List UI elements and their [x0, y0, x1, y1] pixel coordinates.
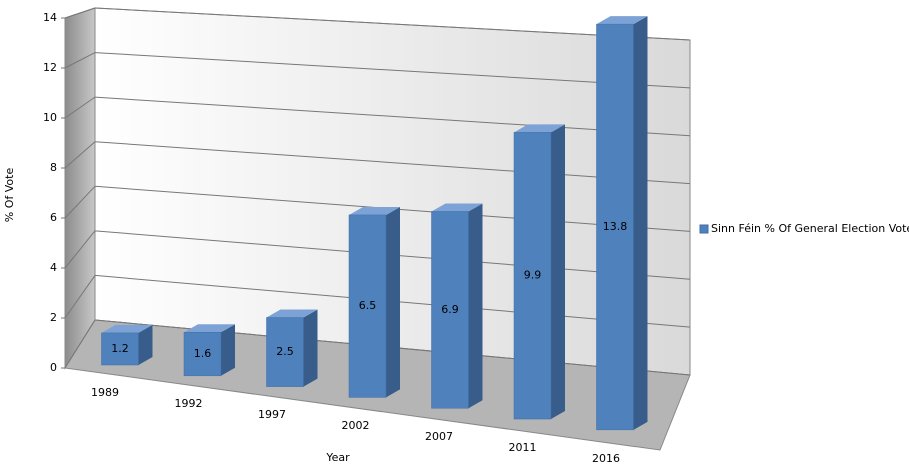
- bar: [431, 211, 469, 409]
- bar-side: [303, 309, 318, 387]
- bar-top: [596, 16, 648, 25]
- grid-line: [64, 96, 96, 119]
- grid-line: [64, 7, 96, 19]
- bar-top: [514, 124, 565, 133]
- y-tick-label: 14: [43, 11, 57, 24]
- legend-label: Sinn Féin % Of General Election Vote: [711, 222, 909, 235]
- y-axis-title: % Of Vote: [3, 168, 16, 223]
- bar-top: [266, 309, 318, 318]
- y-tick-label: 4: [50, 261, 57, 274]
- data-label: 6.5: [359, 299, 377, 312]
- grid-line: [64, 319, 96, 369]
- x-tick-label: 2007: [425, 430, 453, 443]
- x-axis-title: Year: [325, 451, 350, 464]
- data-label: 13.8: [603, 220, 628, 233]
- bar-top: [101, 324, 153, 333]
- legend-swatch: [699, 224, 709, 234]
- bar: [513, 132, 552, 420]
- grid-line: [94, 7, 691, 41]
- side-wall: [64, 7, 96, 370]
- data-label: 9.9: [524, 269, 542, 282]
- x-tick-label: 1997: [258, 408, 286, 421]
- data-label: 1.6: [194, 347, 212, 360]
- grid-line: [64, 275, 96, 319]
- grid-line: [94, 52, 691, 89]
- y-tick-label: 0: [50, 361, 57, 374]
- grid-line: [64, 52, 96, 69]
- bar: [596, 23, 634, 431]
- bar-side: [551, 124, 565, 420]
- x-tick-label: 1989: [91, 386, 119, 399]
- y-tick-label: 8: [50, 161, 57, 174]
- y-tick-label: 2: [50, 311, 57, 324]
- bar: [348, 214, 387, 398]
- bar: [183, 332, 222, 377]
- y-tick-label: 10: [43, 111, 57, 124]
- grid-line: [94, 96, 691, 137]
- grid-line: [64, 141, 96, 169]
- bar-side: [221, 324, 235, 376]
- data-label: 2.5: [276, 345, 294, 358]
- y-tick-label: 6: [50, 211, 57, 224]
- bar-side: [138, 324, 153, 365]
- data-label: 1.2: [111, 342, 129, 355]
- bar: [101, 332, 139, 366]
- bar-side: [633, 16, 648, 430]
- x-tick-label: 1992: [175, 397, 203, 410]
- bar-side: [386, 206, 400, 398]
- grid-line: [64, 185, 96, 219]
- bar-top: [431, 203, 483, 212]
- grid-line: [94, 141, 691, 185]
- data-label: 6.9: [441, 303, 459, 316]
- x-tick-label: 2002: [342, 419, 370, 432]
- bar-side: [468, 203, 483, 409]
- bar: [266, 317, 304, 387]
- x-tick-label: 2016: [592, 452, 620, 465]
- bar-top: [184, 324, 235, 333]
- y-tick-label: 12: [43, 61, 57, 74]
- grid-line: [64, 230, 96, 269]
- bar-top: [349, 206, 400, 215]
- x-tick-label: 2011: [509, 441, 537, 454]
